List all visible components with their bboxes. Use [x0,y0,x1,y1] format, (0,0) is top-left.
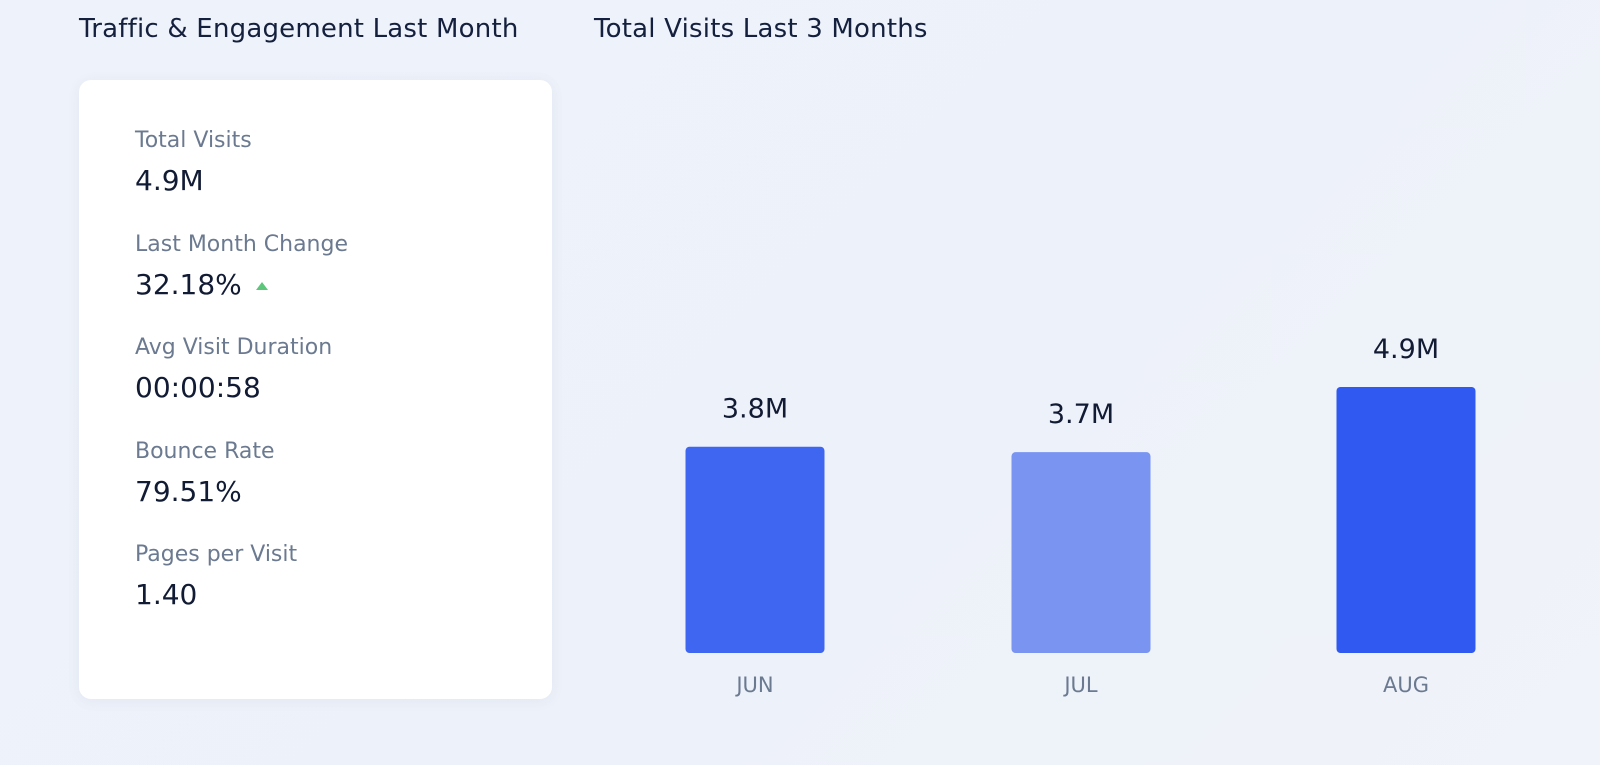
metric-label: Pages per Visit [135,542,298,567]
metric-pages-per-visit: Pages per Visit 1.40 [135,541,297,613]
metric-value-text: 32.18% [135,268,242,301]
category-label-jul: JUL [1062,673,1098,697]
metric-label: Bounce Rate [135,439,275,464]
metric-value: 79.51% [135,474,275,510]
metric-value: 32.18% [135,267,348,303]
metric-value: 00:00:58 [135,370,332,406]
bar-value-label-jun: 3.8M [722,394,788,425]
category-label-jun: JUN [734,673,773,697]
traffic-engagement-title: Traffic & Engagement Last Month [79,14,519,44]
metric-value-text: 4.9M [135,164,204,197]
triangle-up-icon [255,282,268,290]
metric-value-text: 00:00:58 [135,371,261,404]
metric-label: Avg Visit Duration [135,335,333,360]
metric-total-visits: Total Visits 4.9M [135,127,252,199]
bar-jul[interactable] [1011,452,1151,653]
total-visits-bar-chart: 3.8M JUN 3.7M JUL 4.9M AUG [685,334,1476,697]
metric-label: Total Visits [135,128,252,153]
bar-jun[interactable] [685,446,825,653]
category-label-aug: AUG [1383,673,1429,697]
bar-value-label-aug: 4.9M [1373,334,1439,365]
bar-aug[interactable] [1336,387,1476,653]
metric-last-month-change: Last Month Change 32.18% [135,231,348,303]
engagement-metrics-card: Total Visits 4.9M Last Month Change 32.1… [79,80,552,699]
metric-avg-visit-duration: Avg Visit Duration 00:00:58 [135,334,332,406]
bar-value-label-jul: 3.7M [1048,399,1114,430]
metric-value: 4.9M [135,163,252,199]
metric-label: Last Month Change [135,232,348,257]
metric-value: 1.40 [135,577,297,613]
metric-bounce-rate: Bounce Rate 79.51% [135,438,275,510]
metric-value-text: 1.40 [135,578,198,611]
metric-value-text: 79.51% [135,475,242,508]
total-visits-chart-title: Total Visits Last 3 Months [594,14,928,44]
